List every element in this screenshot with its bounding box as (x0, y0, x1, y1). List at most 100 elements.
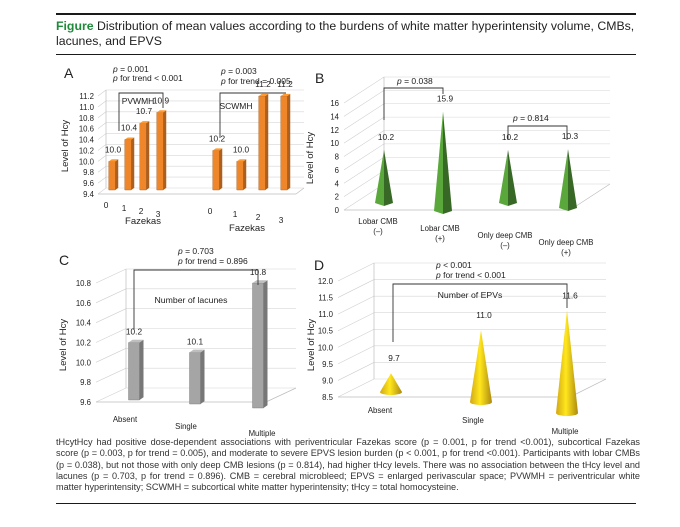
panel-a-pvwmh-bar-top (139, 121, 150, 124)
panel-c-title: Number of lacunes (155, 295, 229, 305)
panel-b-data-label: 10.3 (562, 131, 579, 141)
panel-c-bar (252, 282, 264, 409)
panel-d-ylabel: Level of Hcy (306, 319, 317, 372)
panel-b-gridline-diag (343, 183, 385, 211)
panel-d-gridline-diag (337, 279, 375, 298)
panel-b-lobar-bracket (383, 87, 444, 120)
panel-a-gridline-diag (97, 187, 107, 195)
panel-b-xtick: Lobar CMB (358, 217, 397, 226)
panel-a-scwmh-bar-top (212, 148, 223, 151)
panel-b-gridline-diag (343, 90, 385, 117)
panel-b-xtick-sub: (–) (500, 241, 510, 250)
panel-c-ylabel: Level of Hcy (58, 319, 69, 372)
panel-a-ytick: 11.2 (79, 92, 94, 101)
panel-b-xtick-sub: (+) (435, 234, 445, 243)
panel-c-bar-side (263, 280, 268, 408)
panel-d-ytick: 11.5 (318, 294, 333, 303)
panel-b-pyramid (434, 111, 443, 214)
panel-d-gridline-diag (337, 262, 375, 282)
panel-b-data-label: 15.9 (437, 94, 454, 104)
panel-a-pvwmh-bar-side (146, 121, 150, 190)
panel-d-gridline-diag (337, 329, 375, 348)
panel-b-xtick: Only deep CMB (538, 238, 593, 247)
panel-c-gridline-diag (95, 288, 127, 304)
panel-a-scwmh-bracket (219, 92, 286, 138)
panel-a-pvwmh-bar (156, 112, 164, 191)
panel-d-gridline-diag (337, 295, 375, 315)
panel-d-xtick: Single (462, 416, 484, 425)
panel-a-scwmh-xtick: 3 (279, 215, 284, 225)
panel-d-data-label: 11.6 (562, 290, 578, 300)
panel-c-gridline-diag (95, 348, 127, 363)
panel-d-p: p < 0.001 (435, 260, 472, 270)
panel-a-ytick: 10.2 (79, 146, 94, 155)
panel-c-ytick: 10.2 (76, 339, 91, 348)
panel-c-ytick: 9.8 (80, 378, 91, 387)
panel-c-data-label: 10.1 (187, 336, 204, 346)
panel-a-ytick: 10.8 (79, 114, 94, 123)
panel-a-scwmh-bar (258, 95, 266, 191)
panel-a-ytick: 10.4 (79, 136, 95, 145)
panel-a-scwmh-bar-side (243, 159, 247, 190)
panel-a-ytick: 9.8 (83, 168, 94, 177)
panel-a-gridline-diag (97, 89, 107, 97)
panel-c-bar-side (139, 339, 144, 400)
panel-d-gridline-diag (337, 378, 375, 398)
panel-a-ytick: 9.4 (83, 190, 95, 199)
panel-b-ytick: 2 (335, 193, 339, 202)
figure-title: Distribution of mean values according to… (56, 19, 635, 48)
figure-caption: Figure Distribution of mean values accor… (56, 19, 646, 49)
panel-a-gridline-diag (97, 111, 107, 119)
panel-b-gridline-diag (343, 116, 385, 144)
panel-b-ytick: 0 (335, 206, 340, 215)
panel-b-pyramid (559, 149, 568, 211)
panel-a-pvwmh-data-label: 10.7 (136, 106, 153, 116)
panel-b-gridline-diag (343, 76, 385, 104)
panel-a-xlabel-pvwmh: Fazekas (125, 216, 161, 227)
panel-b-lobar-p: p = 0.038 (396, 76, 433, 86)
panel-b-pyramid (499, 149, 508, 206)
panel-c-bar-side (200, 349, 205, 404)
panel-b-ytick: 4 (335, 179, 340, 188)
panel-b-gridline-diag (343, 170, 385, 197)
panel-a-pvwmh-label: PVWMH (122, 96, 155, 106)
panel-a-pvwmh-xtick: 0 (104, 200, 109, 210)
panel-a-pvwmh-bar-side (163, 110, 167, 190)
panel-c-bracket (133, 269, 259, 330)
panel-c-ytick: 10.8 (76, 279, 91, 288)
panel-b-pyramid (375, 149, 384, 206)
panel-c-letter: C (59, 252, 69, 268)
panel-c-ytick: 9.6 (80, 398, 91, 407)
panel-c-data-label: 10.2 (126, 327, 143, 337)
panel-b-data-label: 10.2 (378, 132, 395, 142)
footnote-bottom-rule (56, 503, 636, 504)
panel-a-scwmh-data-label: 11.2 (277, 79, 293, 89)
panel-d-ptrend: p for trend < 0.001 (435, 270, 506, 280)
panel-a-scwmh-bar-side (265, 93, 269, 190)
panel-a-scwmh-bar (236, 161, 244, 191)
panel-b-deep-bracket (507, 125, 568, 140)
panel-a-pvwmh-data-label: 10.4 (121, 123, 138, 133)
panel-a-scwmh-bar-top (236, 159, 247, 162)
panel-c-gridline-diag (95, 328, 127, 343)
panel-c-gridline-diag (95, 387, 127, 403)
panel-a-pvwmh-ptrend: p for trend < 0.001 (112, 73, 183, 83)
panel-a-pvwmh-bar-top (124, 137, 135, 140)
panel-a-pvwmh-bracket (118, 92, 164, 131)
panel-d-data-label: 11.0 (476, 310, 492, 320)
panel-a-scwmh-xtick: 0 (208, 206, 213, 216)
panel-b-ytick: 14 (330, 112, 339, 121)
panel-a-gridline-diag (97, 165, 107, 173)
panel-a-pvwmh-bar (108, 161, 116, 191)
panel-b-gridline-diag (343, 143, 385, 171)
panel-c-ytick: 10.6 (76, 299, 91, 308)
panel-b-ylabel: Level of Hcy (305, 132, 316, 185)
panel-b-letter: B (315, 70, 324, 86)
panel-a-pvwmh-data-label: 10.0 (105, 144, 122, 154)
panel-a-pvwmh-xtick: 1 (122, 203, 127, 213)
panel-a-gridline-diag (97, 176, 107, 184)
panel-a-gridline-diag (97, 100, 107, 108)
figure-footnote: tHcytHcy had positive dose-dependent ass… (56, 437, 640, 493)
panel-c-bar (189, 352, 201, 405)
panel-d-ytick: 10.5 (318, 327, 334, 336)
